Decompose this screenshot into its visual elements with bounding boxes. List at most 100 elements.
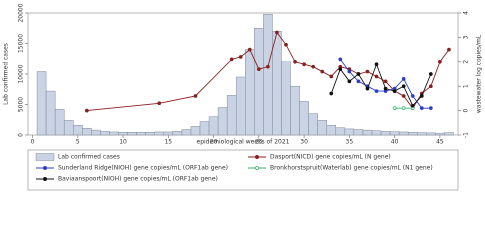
series-marker bbox=[311, 64, 316, 69]
series-marker bbox=[401, 77, 406, 81]
chart: epidemiological weeks of 2021 Lab confir… bbox=[3, 3, 483, 191]
legend-marker bbox=[43, 166, 47, 170]
y-tick-label: 20000 bbox=[18, 3, 25, 22]
bar bbox=[154, 131, 165, 136]
series-marker bbox=[302, 62, 306, 67]
x-tick-label: 25 bbox=[255, 139, 263, 146]
legend-swatch bbox=[35, 153, 55, 161]
series-marker bbox=[401, 84, 406, 89]
series-marker bbox=[410, 103, 415, 108]
bar bbox=[371, 130, 382, 136]
series-marker bbox=[428, 72, 433, 76]
y-tick-label: 5000 bbox=[18, 97, 25, 112]
bar bbox=[100, 131, 110, 136]
series-marker bbox=[347, 79, 352, 84]
series-marker bbox=[410, 94, 415, 98]
bar bbox=[109, 131, 119, 136]
bar bbox=[444, 132, 454, 136]
bar bbox=[91, 129, 101, 136]
series-marker bbox=[356, 72, 361, 76]
x-tick-label: 30 bbox=[300, 139, 308, 146]
bar bbox=[36, 71, 47, 136]
bar bbox=[281, 61, 291, 136]
series-line bbox=[330, 62, 432, 107]
bar bbox=[54, 109, 65, 136]
bar bbox=[326, 124, 337, 136]
series-marker bbox=[284, 42, 288, 47]
legend-label: Baviaanspoort(NIOH) gene copies/mL (ORF1… bbox=[58, 176, 218, 183]
bar bbox=[190, 126, 201, 136]
series-line bbox=[86, 31, 450, 112]
series-marker bbox=[374, 89, 379, 93]
bar bbox=[353, 129, 364, 136]
series-marker bbox=[428, 84, 433, 89]
legend-label: Lab confirmed cases bbox=[58, 154, 120, 161]
series-marker bbox=[401, 94, 406, 98]
series-marker bbox=[392, 106, 397, 111]
bar bbox=[290, 85, 300, 136]
bar bbox=[136, 132, 146, 136]
bar bbox=[407, 132, 418, 136]
bar bbox=[417, 132, 427, 136]
series-marker bbox=[365, 86, 370, 91]
y-tick-label: 0 bbox=[18, 133, 25, 137]
bar bbox=[272, 31, 282, 136]
bar bbox=[217, 107, 228, 136]
series-marker bbox=[374, 62, 379, 67]
y2-tick-label: 2 bbox=[463, 60, 470, 64]
series-marker bbox=[365, 69, 370, 74]
bar bbox=[389, 131, 400, 136]
series-marker bbox=[374, 74, 379, 79]
series-marker bbox=[293, 59, 297, 64]
series-marker bbox=[157, 101, 162, 106]
series-marker bbox=[428, 106, 433, 111]
bar bbox=[380, 131, 391, 136]
x-tick-label: 40 bbox=[391, 139, 399, 146]
x-tick-label: 10 bbox=[119, 139, 127, 146]
bar bbox=[344, 128, 355, 136]
bar bbox=[317, 120, 327, 136]
bar bbox=[118, 132, 128, 136]
series-marker bbox=[356, 79, 361, 84]
series-marker bbox=[229, 57, 234, 62]
legend-label: Dasport(NICD) gene copies/mL (N gene) bbox=[270, 154, 391, 161]
y2-tick-label: 4 bbox=[463, 11, 470, 15]
bar bbox=[63, 120, 74, 136]
x-tick-label: 15 bbox=[164, 139, 172, 146]
bar bbox=[398, 131, 409, 136]
bar bbox=[362, 129, 373, 136]
bar bbox=[172, 131, 183, 136]
bar bbox=[73, 124, 83, 136]
bar bbox=[426, 132, 436, 136]
series-marker bbox=[447, 47, 451, 52]
bar bbox=[335, 127, 346, 136]
series-marker bbox=[338, 67, 343, 71]
bar bbox=[435, 132, 445, 136]
bar bbox=[208, 116, 219, 136]
y-tick-label: 10000 bbox=[18, 64, 25, 83]
series-marker bbox=[238, 55, 243, 59]
y-tick-label: 15000 bbox=[18, 34, 25, 53]
bar bbox=[127, 132, 137, 136]
series-marker bbox=[419, 106, 424, 111]
series-marker bbox=[347, 69, 352, 74]
series-marker bbox=[266, 64, 270, 69]
series-marker bbox=[401, 106, 406, 111]
y-axis-title: Lab confirmed cases bbox=[3, 43, 10, 105]
x-tick-label: 20 bbox=[210, 139, 218, 146]
bar bbox=[235, 76, 246, 136]
bar bbox=[181, 129, 192, 136]
x-axis-title: epidemiological weeks of 2021 bbox=[197, 139, 290, 146]
series-marker bbox=[275, 30, 279, 35]
y2-tick-label: 1 bbox=[463, 84, 470, 88]
series-marker bbox=[193, 94, 198, 98]
legend-label: Bronkhorstspruit(Waterlab) gene copies/m… bbox=[270, 165, 433, 172]
legend-marker bbox=[255, 166, 259, 170]
y2-tick-label: -1 bbox=[463, 132, 470, 138]
bar bbox=[199, 121, 210, 136]
bar bbox=[145, 132, 155, 136]
series-marker bbox=[320, 69, 325, 74]
bar bbox=[82, 128, 92, 136]
series-marker bbox=[256, 67, 261, 71]
bar bbox=[299, 101, 309, 136]
